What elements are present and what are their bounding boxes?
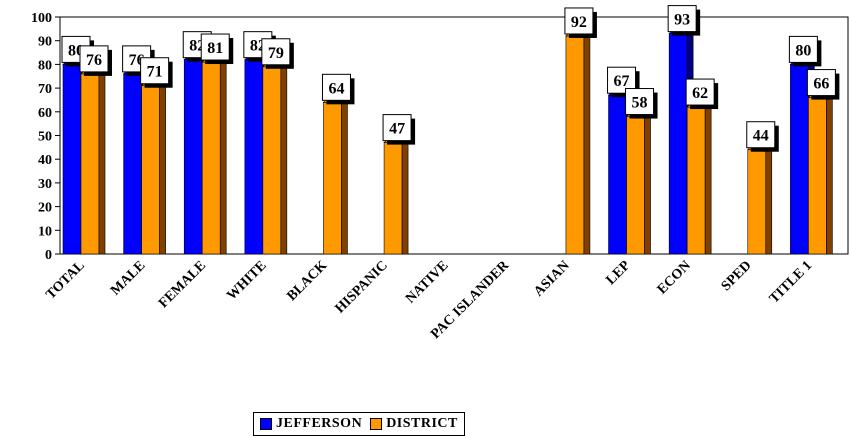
- y-tick-label: 30: [38, 177, 52, 192]
- x-tick-label-asian: ASIAN: [531, 258, 572, 299]
- bar-front-jefferson-lep: [608, 94, 627, 255]
- bar-side-district-hispanic: [401, 135, 409, 255]
- bar-front-district-total: [80, 73, 100, 255]
- y-tick-label: 80: [38, 58, 52, 73]
- data-label-jefferson-title-1: 80: [795, 42, 811, 59]
- bar-front-district-female: [201, 61, 221, 255]
- data-label-district-hispanic: 47: [389, 121, 405, 138]
- data-label-district-male: 71: [147, 64, 163, 81]
- data-label-district-sped: 44: [753, 128, 769, 145]
- x-tick-label-female: FEMALE: [156, 258, 209, 311]
- data-label-box-jefferson-econ: [667, 5, 697, 33]
- y-tick-label: 20: [38, 201, 52, 216]
- legend-label-district: DISTRICT: [386, 416, 458, 431]
- legend-swatch-district: [370, 418, 383, 430]
- data-label-district-asian: 92: [571, 14, 587, 31]
- bar-front-jefferson-white: [244, 59, 264, 255]
- bar-front-district-white: [262, 66, 282, 255]
- data-label-box-district-black: [321, 73, 351, 101]
- bar-side-district-title-1: [826, 90, 833, 255]
- bar-front-jefferson-title-1: [790, 64, 809, 255]
- x-tick-label-black: BLACK: [284, 258, 330, 304]
- data-label-district-econ: 62: [692, 85, 708, 102]
- bar-front-district-sped: [747, 149, 767, 255]
- y-tick-label: 90: [38, 35, 52, 50]
- y-tick-label: 50: [38, 130, 52, 145]
- bar-front-jefferson-male: [123, 73, 142, 255]
- x-tick-label-hispanic: HISPANIC: [333, 258, 391, 316]
- x-tick-label-econ: ECON: [655, 258, 694, 297]
- bar-front-district-title-1: [808, 97, 827, 255]
- bar-side-district-white: [280, 60, 288, 255]
- bar-front-jefferson-total: [62, 64, 82, 255]
- y-tick-label: 0: [45, 248, 52, 263]
- bar-side-district-econ: [704, 100, 712, 255]
- bar-front-district-econ: [686, 106, 706, 255]
- x-tick-label-lep: LEP: [604, 258, 634, 288]
- data-label-box-district-hispanic: [382, 114, 412, 142]
- x-tick-label-white: WHITE: [224, 258, 269, 303]
- legend-swatch-jefferson: [260, 418, 272, 430]
- data-label-box-jefferson-title-1: [788, 35, 818, 63]
- bar-side-district-sped: [765, 142, 773, 255]
- bar-side-district-asian: [583, 29, 591, 255]
- bar-front-district-black: [323, 102, 342, 255]
- legend-item-jefferson: JEFFERSON: [260, 416, 362, 432]
- x-tick-label-total: TOTAL: [43, 258, 87, 302]
- bar-front-district-asian: [565, 35, 585, 255]
- legend-label-jefferson: JEFFERSON: [276, 416, 363, 431]
- y-tick-label: 70: [38, 82, 52, 97]
- legend-item-district: DISTRICT: [370, 416, 458, 432]
- bar-side-district-lep: [644, 109, 651, 255]
- x-tick-label-native: NATIVE: [403, 258, 451, 306]
- data-label-box-district-female: [200, 33, 230, 61]
- data-label-box-district-male: [140, 57, 170, 85]
- bar-front-district-lep: [626, 116, 645, 255]
- data-label-jefferson-lep: 67: [614, 73, 630, 90]
- y-tick-label: 40: [38, 153, 52, 168]
- data-label-box-district-white: [261, 38, 291, 66]
- data-label-box-district-total: [79, 45, 109, 73]
- bar-side-district-black: [341, 95, 348, 255]
- data-label-box-district-econ: [685, 78, 715, 106]
- bar-front-jefferson-econ: [668, 33, 688, 255]
- data-label-district-title-1: 66: [813, 76, 829, 93]
- bar-front-district-hispanic: [383, 142, 403, 255]
- data-label-box-district-asian: [564, 7, 594, 35]
- data-label-box-district-lep: [625, 88, 655, 116]
- y-tick-label: 100: [31, 11, 52, 26]
- data-label-district-black: 64: [328, 80, 344, 97]
- y-tick-label: 10: [38, 224, 52, 239]
- data-label-jefferson-econ: 93: [674, 12, 690, 29]
- y-tick-label: 60: [38, 106, 52, 121]
- bar-side-district-male: [159, 79, 166, 255]
- data-label-district-lep: 58: [632, 95, 648, 112]
- data-label-box-district-sped: [746, 121, 776, 149]
- data-label-box-district-title-1: [806, 69, 836, 97]
- plot-area: [59, 16, 849, 255]
- x-tick-label-title-1: TITLE 1: [767, 258, 815, 306]
- data-label-district-female: 81: [207, 40, 223, 57]
- bar-front-jefferson-female: [183, 59, 203, 255]
- x-tick-label-sped: SPED: [719, 258, 755, 294]
- x-tick-label-male: MALE: [108, 258, 148, 298]
- bar-side-district-total: [98, 67, 106, 255]
- data-label-district-white: 79: [268, 45, 284, 62]
- data-label-district-total: 76: [86, 52, 102, 69]
- chart-legend: JEFFERSON DISTRICT: [253, 412, 465, 436]
- bar-front-district-male: [141, 85, 160, 255]
- bar-side-district-female: [219, 55, 227, 255]
